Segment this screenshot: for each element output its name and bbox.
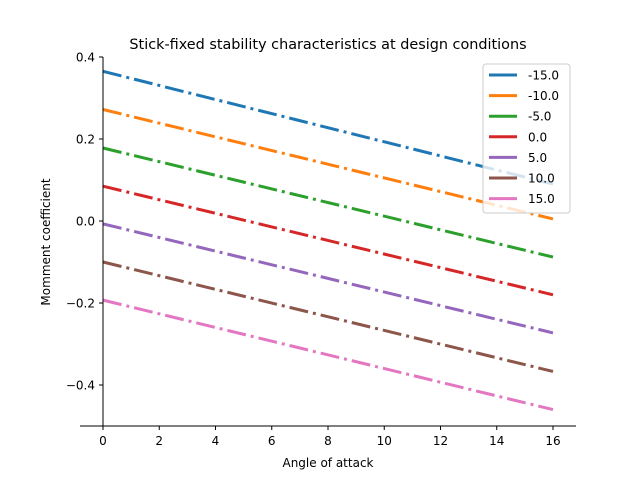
plot-lines (102, 69, 554, 412)
x-tick-label: 4 (212, 434, 220, 448)
y-tick-label: 0.4 (76, 51, 95, 65)
x-ticks: 0 2 4 6 8 10 12 14 16 (99, 426, 561, 448)
legend-box (482, 63, 571, 214)
y-tick-label: 0.2 (76, 133, 95, 147)
y-ticks: −0.4 −0.2 0.0 0.2 0.4 (66, 51, 103, 393)
legend: -15.0 -10.0 -5.0 0.0 5.0 10.0 15.0 (482, 63, 571, 214)
x-tick-label: 16 (545, 434, 560, 448)
series-line-2 (102, 146, 554, 259)
y-axis-label: Momment coefficient (39, 178, 53, 305)
legend-label: -10.0 (528, 89, 559, 103)
x-tick-label: 8 (324, 434, 332, 448)
series-line-4 (102, 222, 554, 335)
legend-label: 15.0 (528, 192, 555, 206)
x-tick-label: 0 (99, 434, 107, 448)
x-tick-label: 10 (377, 434, 392, 448)
legend-label: 0.0 (528, 130, 547, 144)
legend-label: 5.0 (528, 151, 547, 165)
x-tick-label: 12 (433, 434, 448, 448)
legend-label: 10.0 (528, 172, 555, 186)
series-line-0 (102, 69, 554, 186)
series-line-1 (102, 108, 554, 221)
y-tick-label: −0.2 (66, 297, 95, 311)
legend-label: -15.0 (528, 69, 559, 83)
series-line-5 (102, 260, 554, 373)
x-tick-label: 14 (489, 434, 504, 448)
y-tick-label: 0.0 (76, 215, 95, 229)
chart-title: Stick-fixed stability characteristics at… (129, 37, 526, 53)
x-axis-label: Angle of attack (282, 456, 373, 470)
series-line-3 (102, 184, 554, 297)
x-tick-label: 2 (155, 434, 163, 448)
legend-label: -5.0 (528, 110, 551, 124)
series-line-6 (102, 298, 554, 412)
x-tick-label: 6 (268, 434, 276, 448)
y-tick-label: −0.4 (66, 379, 95, 393)
